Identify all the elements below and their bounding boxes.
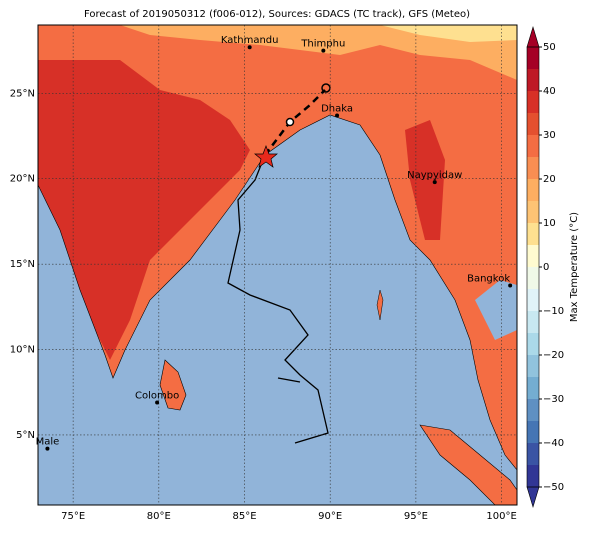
colorbar-tick-label: 10 bbox=[543, 218, 556, 229]
colorbar-tick-label: 20 bbox=[543, 174, 556, 185]
colorbar-band bbox=[527, 223, 539, 245]
x-tick-label: 80°E bbox=[147, 511, 171, 522]
colorbar-band bbox=[527, 245, 539, 267]
city-marker bbox=[247, 45, 252, 50]
colorbar-tick-label: 50 bbox=[543, 42, 556, 53]
city-marker bbox=[432, 180, 437, 185]
map-area: Kathmandu Thimphu Dhaka Naypyidaw Bangkok Col… bbox=[36, 24, 518, 506]
city-label: Thimphu bbox=[300, 39, 345, 50]
city-label: Colombo bbox=[135, 391, 179, 402]
map-frame bbox=[37, 24, 518, 506]
colorbar-band bbox=[527, 355, 539, 377]
y-tick-label: 20°N bbox=[10, 174, 35, 185]
y-tick-label: 15°N bbox=[10, 259, 35, 270]
x-tick-label: 75°E bbox=[61, 511, 85, 522]
colorbar-tick-label: −20 bbox=[543, 350, 564, 361]
city-label: Kathmandu bbox=[221, 35, 279, 46]
city-label: Bangkok bbox=[467, 273, 510, 284]
colorbar-band bbox=[527, 289, 539, 311]
colorbar-band bbox=[527, 201, 539, 223]
colorbar-band bbox=[527, 91, 539, 113]
city-marker bbox=[321, 48, 326, 53]
tc-position bbox=[285, 117, 295, 127]
city-marker bbox=[335, 113, 340, 118]
colorbar-band bbox=[527, 69, 539, 91]
overlay: Kathmandu Thimphu Dhaka Naypyidaw Bangkok Col… bbox=[36, 25, 517, 505]
map-title: Forecast of 2019050312 (f006-012), Sourc… bbox=[84, 9, 470, 20]
y-tick-label: 25°N bbox=[10, 88, 35, 99]
sri-lanka bbox=[159, 359, 187, 411]
colorbar-band bbox=[527, 333, 539, 355]
tc-track bbox=[277, 377, 301, 383]
colorbar-tick-label: −40 bbox=[543, 438, 564, 449]
y-tick-label: 5°N bbox=[16, 430, 35, 441]
colorbar-band bbox=[527, 267, 539, 289]
colorbar-tick-label: −50 bbox=[543, 482, 564, 493]
colorbar-band bbox=[527, 113, 539, 135]
cool-region bbox=[120, 25, 517, 80]
colorbar-band bbox=[527, 179, 539, 201]
colorbar-band bbox=[527, 135, 539, 157]
x-tick-label: 100°E bbox=[486, 511, 516, 522]
colorbar-band bbox=[527, 421, 539, 443]
colorbar-arrow bbox=[526, 486, 540, 509]
city-label: Naypyidaw bbox=[407, 170, 462, 181]
city-marker bbox=[45, 446, 50, 451]
city-label: Dhaka bbox=[321, 104, 353, 115]
colorbar-tick-label: 0 bbox=[543, 262, 549, 273]
colorbar-tick-label: 30 bbox=[543, 130, 556, 141]
city-marker bbox=[508, 283, 513, 288]
x-tick-label: 95°E bbox=[404, 511, 428, 522]
colorbar-label: Max Temperature (°C) bbox=[569, 212, 580, 322]
colorbar-band bbox=[527, 443, 539, 465]
colorbar-band bbox=[527, 465, 539, 487]
hot-region bbox=[405, 120, 445, 240]
colorbar-band bbox=[527, 157, 539, 179]
colorbar-band bbox=[527, 47, 539, 69]
colorbar-tick-label: 40 bbox=[543, 86, 556, 97]
islands bbox=[376, 289, 384, 321]
x-tick-label: 90°E bbox=[318, 511, 342, 522]
x-tick-label: 85°E bbox=[232, 511, 256, 522]
ocean bbox=[37, 114, 518, 506]
tc-forecast bbox=[264, 89, 326, 156]
y-tick-label: 10°N bbox=[10, 345, 35, 356]
colorbar-band bbox=[527, 311, 539, 333]
colorbar-tick-label: −30 bbox=[543, 394, 564, 405]
cool-region bbox=[380, 25, 517, 42]
city-label: Male bbox=[36, 437, 60, 448]
colorbar: −50 −40 −30 −20 −10 0 10 20 30 40 50 Max Temperatur… bbox=[526, 25, 580, 509]
tc-track bbox=[227, 154, 329, 444]
city-marker bbox=[155, 400, 160, 405]
colorbar-tick-label: −10 bbox=[543, 306, 564, 317]
gulf bbox=[475, 280, 517, 340]
tc-current bbox=[254, 145, 278, 168]
colorbar-band bbox=[527, 399, 539, 421]
colorbar-arrow bbox=[526, 25, 540, 48]
hot-region bbox=[38, 60, 250, 360]
colorbar-band bbox=[527, 377, 539, 399]
